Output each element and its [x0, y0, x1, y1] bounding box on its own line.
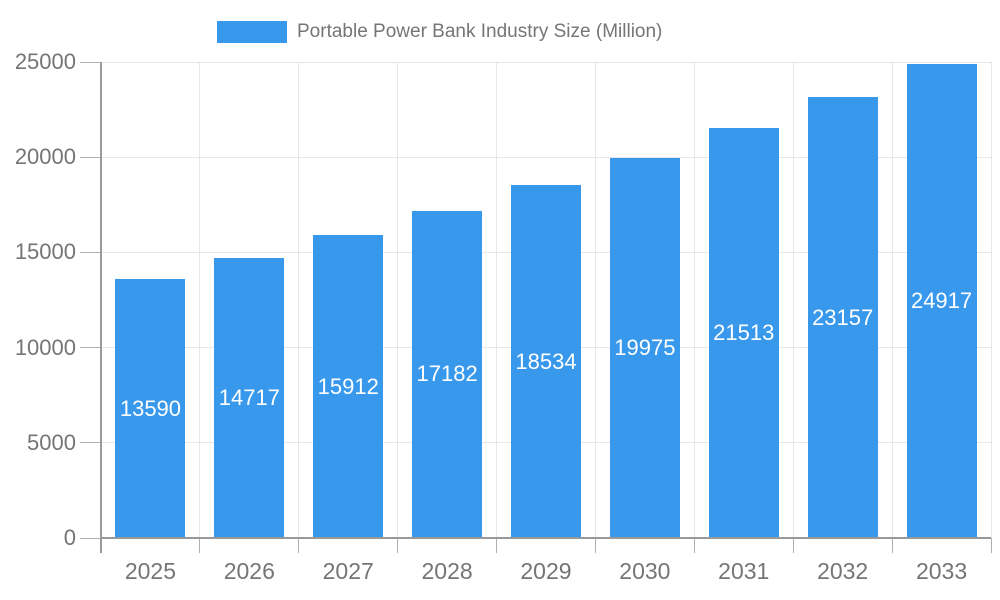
x-axis-tick	[891, 538, 893, 553]
gridline-vertical	[693, 62, 695, 538]
gridline-vertical	[397, 62, 399, 538]
x-axis-label: 2032	[817, 558, 869, 584]
gridline-vertical	[990, 62, 992, 538]
bar-value-label: 18534	[515, 348, 577, 374]
legend-label: Portable Power Bank Industry Size (Milli…	[297, 21, 663, 42]
bar-value-label: 24917	[910, 287, 973, 313]
gridline-vertical	[199, 62, 201, 538]
x-axis-label: 2029	[520, 558, 572, 584]
x-axis-tick	[693, 538, 695, 553]
bar-value-label: 21513	[713, 320, 775, 346]
bar: 21513	[708, 128, 779, 538]
y-axis-tick	[80, 61, 101, 63]
y-axis-line	[100, 62, 102, 553]
y-axis-tick	[80, 347, 101, 349]
bar: 19975	[609, 157, 680, 538]
gridline-horizontal	[101, 61, 991, 63]
bar: 17182	[412, 210, 483, 538]
y-axis-label: 5000	[27, 429, 76, 455]
legend: Portable Power Bank Industry Size (Milli…	[217, 21, 662, 43]
gridline-vertical	[891, 62, 893, 538]
x-axis-label: 2031	[718, 558, 770, 584]
gridline-vertical	[594, 62, 596, 538]
y-axis-label: 0	[63, 525, 76, 550]
y-axis-label: 20000	[14, 144, 76, 170]
x-axis-tick	[496, 538, 498, 553]
bar-value-label: 17182	[416, 361, 478, 387]
bar-value-label: 14717	[218, 384, 280, 410]
y-axis-tick	[80, 251, 101, 253]
y-axis-tick	[80, 156, 101, 158]
x-axis-tick	[397, 538, 399, 553]
y-axis-label: 10000	[14, 334, 76, 360]
x-axis-tick	[199, 538, 201, 553]
y-axis-tick	[80, 537, 101, 539]
x-axis-tick	[792, 538, 794, 553]
x-axis-label: 2027	[322, 558, 374, 584]
gridline-vertical	[496, 62, 498, 538]
x-axis-tick	[298, 538, 300, 553]
bar: 13590	[115, 279, 186, 538]
bar: 14717	[214, 257, 285, 538]
bar: 15912	[313, 235, 384, 538]
x-axis-label: 2025	[124, 558, 177, 584]
y-axis-label: 15000	[14, 239, 76, 265]
gridline-horizontal	[101, 156, 991, 158]
bar: 18534	[511, 185, 581, 538]
bar-value-label: 23157	[812, 304, 874, 330]
bar-value-label: 19975	[614, 334, 676, 360]
x-axis-tick	[990, 538, 992, 553]
x-axis-tick	[594, 538, 596, 553]
x-axis-label: 2028	[421, 558, 473, 584]
bar-value-label: 13590	[119, 395, 182, 421]
gridline-vertical	[298, 62, 300, 538]
bar-value-label: 15912	[317, 373, 379, 399]
x-axis-line	[101, 537, 991, 539]
bar: 23157	[807, 97, 878, 538]
y-axis-tick	[80, 442, 101, 444]
x-axis-label: 2030	[619, 558, 671, 584]
y-axis-label: 25000	[14, 49, 76, 74]
bar: 24917	[906, 63, 977, 538]
x-axis-label: 2033	[915, 558, 968, 584]
x-axis-label: 2026	[223, 558, 275, 584]
legend-swatch	[217, 21, 287, 43]
gridline-vertical	[792, 62, 794, 538]
